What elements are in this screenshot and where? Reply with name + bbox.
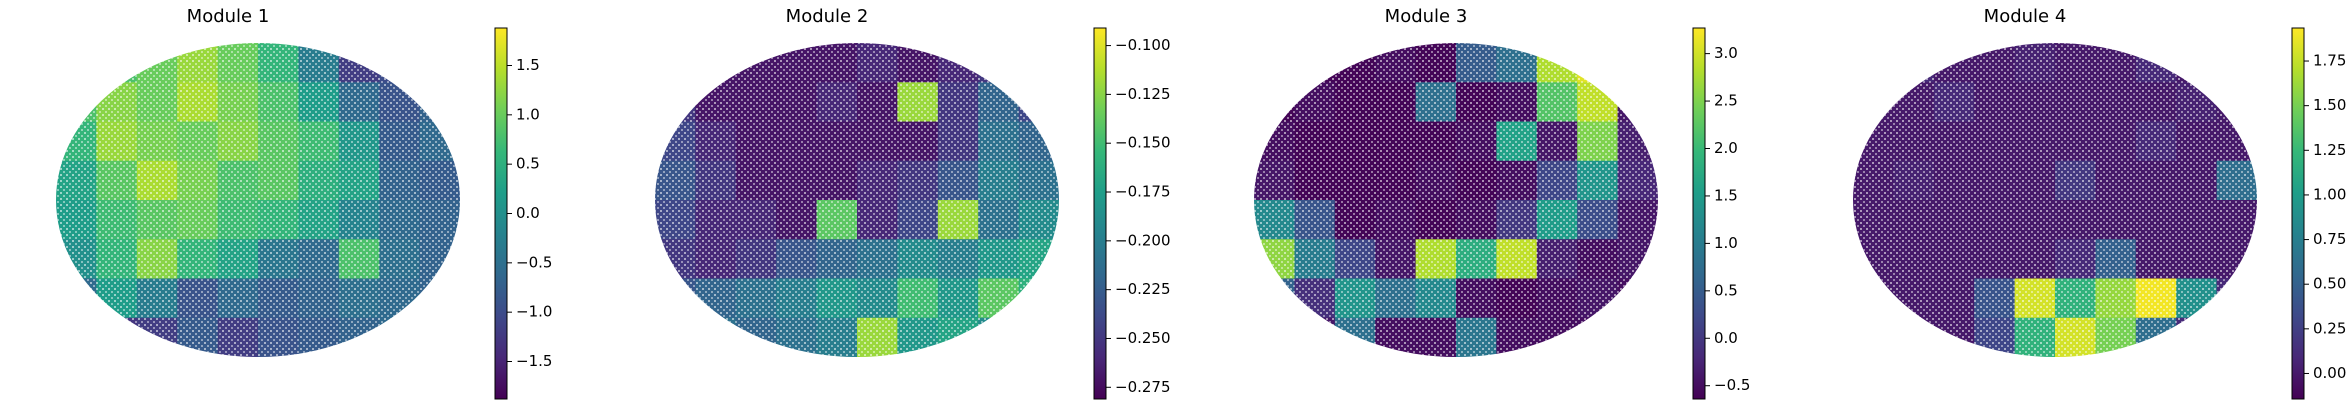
colorbar-tick-label: −1.5 xyxy=(516,352,552,370)
spot xyxy=(695,317,737,357)
spot xyxy=(1577,43,1619,83)
colorbar-tick-label: −0.5 xyxy=(1714,376,1750,394)
spots xyxy=(655,43,1059,357)
spot xyxy=(56,43,97,83)
panel: Module 2 −0.275 −0.250 −0.225 −0.200 −0.175 −0… xyxy=(655,6,1171,400)
colorbar-tick-label: 1.50 xyxy=(2313,96,2346,114)
colorbar-tick-label: 1.0 xyxy=(1714,234,1738,252)
colorbar xyxy=(1093,27,1107,400)
spot xyxy=(96,317,138,357)
colorbar-tick-label: −0.225 xyxy=(1115,280,1171,298)
colorbar xyxy=(494,27,508,400)
colorbar-tick-label: −0.200 xyxy=(1115,231,1171,249)
chart-title: Module 1 xyxy=(187,6,270,27)
spot xyxy=(695,43,737,83)
colorbar-tick-label: 0.5 xyxy=(516,155,540,173)
colorbar-tick-label: 1.5 xyxy=(516,56,540,74)
spot xyxy=(419,43,460,83)
colorbar-tick-label: −0.100 xyxy=(1115,36,1171,54)
spot xyxy=(1018,43,1059,83)
spot xyxy=(1617,317,1658,357)
panel: Module 4 0.00 0.25 0.50 0.75 1.00 1.25 1.50 1.75 xyxy=(1853,6,2346,400)
colorbar-tick-label: 1.25 xyxy=(2313,141,2346,159)
spot xyxy=(1577,317,1619,357)
colorbar-tick-label: 2.5 xyxy=(1714,92,1738,110)
colorbar-tick-label: 0.0 xyxy=(516,204,540,222)
spot xyxy=(1254,43,1295,83)
spot xyxy=(1853,43,1894,83)
colorbar-tick-label: 1.0 xyxy=(516,105,540,123)
spot xyxy=(1254,317,1295,357)
panel: Module 1 −1.5 −1.0 −0.5 0.0 0.5 1.0 1.5 xyxy=(56,6,552,400)
spot xyxy=(655,317,696,357)
spot xyxy=(2216,43,2257,83)
spot xyxy=(2176,43,2218,83)
spot xyxy=(978,317,1020,357)
colorbar-tick-label: 0.0 xyxy=(1714,329,1738,347)
spot xyxy=(1853,317,1894,357)
spot xyxy=(1018,317,1059,357)
colorbar xyxy=(1692,27,1706,400)
colorbar-tick-label: 3.0 xyxy=(1714,44,1738,62)
spot xyxy=(1294,43,1336,83)
colorbar-tick-label: −0.150 xyxy=(1115,134,1171,152)
colorbar-tick-label: 1.00 xyxy=(2313,185,2346,203)
colorbar-tick-label: 1.5 xyxy=(1714,186,1738,204)
chart-title: Module 3 xyxy=(1385,6,1468,27)
colorbar-tick-label: −0.175 xyxy=(1115,183,1171,201)
spot xyxy=(1617,43,1658,83)
spot xyxy=(379,43,421,83)
colorbar-tick-label: 1.75 xyxy=(2313,52,2346,70)
spot xyxy=(379,317,421,357)
colorbar-tick-label: −0.5 xyxy=(516,253,552,271)
spot xyxy=(2176,317,2218,357)
colorbar-tick-label: −0.250 xyxy=(1115,329,1171,347)
chart-title: Module 4 xyxy=(1984,6,2067,27)
colorbar xyxy=(2291,27,2305,400)
spot xyxy=(1893,43,1935,83)
spot xyxy=(56,317,97,357)
spot xyxy=(419,317,460,357)
spot xyxy=(1294,317,1336,357)
spot xyxy=(2216,317,2257,357)
colorbar-tick-label: 0.5 xyxy=(1714,281,1738,299)
spots xyxy=(1853,43,2257,357)
colorbar-tick-label: 0.25 xyxy=(2313,319,2346,337)
colorbar-tick-label: 0.50 xyxy=(2313,275,2346,293)
panel: Module 3 −0.5 0.0 0.5 1.0 1.5 2.0 2.5 3.0 xyxy=(1254,6,1750,400)
spot xyxy=(1893,317,1935,357)
spot xyxy=(978,43,1020,83)
spot xyxy=(655,43,696,83)
spots xyxy=(1254,43,1658,357)
spot xyxy=(96,43,138,83)
colorbar-tick-label: −1.0 xyxy=(516,303,552,321)
chart-title: Module 2 xyxy=(786,6,869,27)
colorbar-tick-label: −0.125 xyxy=(1115,85,1171,103)
colorbar-tick-label: 0.75 xyxy=(2313,230,2346,248)
colorbar-tick-label: −0.275 xyxy=(1115,378,1171,396)
colorbar-tick-label: 2.0 xyxy=(1714,139,1738,157)
spots xyxy=(56,43,460,357)
colorbar-tick-label: 0.00 xyxy=(2313,364,2346,382)
